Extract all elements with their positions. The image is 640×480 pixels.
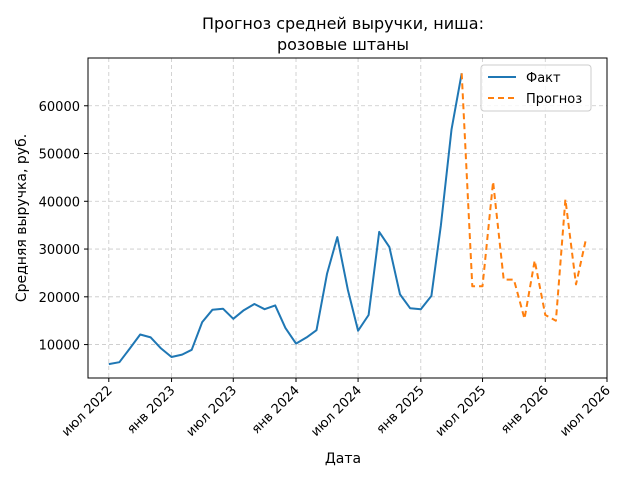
chart-title-line-2: розовые штаны bbox=[277, 35, 409, 54]
series-line-fact bbox=[108, 73, 463, 366]
legend: Факт Прогноз bbox=[480, 64, 592, 112]
y-tick-label: 60000 bbox=[39, 100, 80, 115]
y-tick-label: 30000 bbox=[39, 243, 80, 258]
y-tick-label: 50000 bbox=[39, 148, 80, 163]
y-tick-label: 10000 bbox=[39, 339, 80, 354]
y-tick-label: 40000 bbox=[39, 195, 80, 210]
series-layer bbox=[108, 73, 588, 366]
series-line-forecast bbox=[460, 73, 588, 322]
y-tick-label: 20000 bbox=[39, 291, 80, 306]
plot-frame bbox=[87, 57, 608, 379]
legend-label-forecast: Прогноз bbox=[526, 92, 582, 107]
y-axis-label: Средняя выручка, руб. bbox=[14, 134, 30, 302]
legend-label-fact: Факт bbox=[526, 71, 561, 86]
grid bbox=[88, 58, 608, 378]
x-axis-label: Дата bbox=[325, 451, 361, 467]
y-axis: 10000 20000 30000 40000 50000 60000 bbox=[39, 100, 88, 354]
chart-title-line-1: Прогноз средней выручки, ниша: bbox=[202, 14, 484, 33]
